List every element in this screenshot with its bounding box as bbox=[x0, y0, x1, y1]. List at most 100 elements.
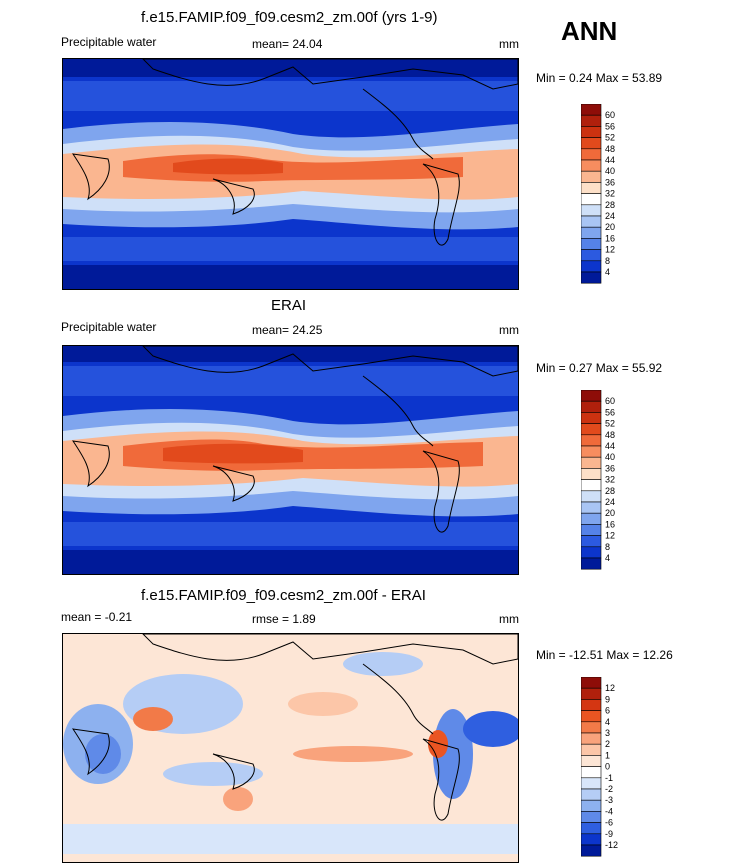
panel-2-colorbar: 60 56 52 48 44 40 36 32 28 24 20 16 12 8 4 bbox=[580, 389, 631, 575]
colorbar-box bbox=[580, 833, 602, 846]
colorbar-box bbox=[580, 699, 602, 711]
panel-3-map bbox=[62, 633, 519, 863]
colorbar-box bbox=[580, 434, 602, 447]
colorbar-box bbox=[580, 182, 602, 194]
colorbar-box bbox=[580, 226, 602, 239]
panel-2-mean: mean= 24.25 bbox=[252, 323, 323, 337]
season-label: ANN bbox=[561, 16, 618, 46]
colorbar-box bbox=[580, 456, 602, 469]
colorbar-tick-label: 56 bbox=[605, 407, 615, 417]
panel-2-minmax: Min = 0.27 Max = 55.92 bbox=[536, 361, 663, 375]
colorbar-box bbox=[580, 777, 602, 790]
colorbar-box bbox=[580, 676, 602, 689]
panel-3-minmax: Min = -12.51 Max = 12.26 bbox=[536, 648, 673, 662]
colorbar-box bbox=[580, 103, 602, 116]
colorbar-box bbox=[580, 137, 602, 150]
colorbar-tick-label: 36 bbox=[605, 463, 615, 473]
colorbar-tick-label: 28 bbox=[605, 200, 615, 210]
colorbar-tick-label: 60 bbox=[605, 396, 615, 406]
colorbar-box bbox=[580, 114, 602, 127]
colorbar-tick-label: 0 bbox=[605, 762, 610, 772]
colorbar-box bbox=[580, 148, 602, 161]
colorbar-tick-label: 48 bbox=[605, 430, 615, 440]
colorbar-tick-label: 32 bbox=[605, 189, 615, 199]
panel-2-units: mm bbox=[499, 323, 519, 337]
colorbar-box bbox=[580, 170, 602, 183]
colorbar-box bbox=[580, 535, 602, 548]
panel-2-variable-label: Precipitable water bbox=[61, 320, 157, 334]
panel-3-units: mm bbox=[499, 612, 519, 626]
colorbar-tick-label: 44 bbox=[605, 155, 615, 165]
colorbar-tick-label: 36 bbox=[605, 177, 615, 187]
colorbar-box bbox=[580, 710, 602, 723]
colorbar-tick-label: -1 bbox=[605, 773, 613, 783]
colorbar-box bbox=[580, 732, 602, 745]
panel-3-mean: mean = -0.21 bbox=[61, 610, 133, 624]
colorbar-tick-label: 56 bbox=[605, 121, 615, 131]
colorbar-box bbox=[580, 204, 602, 217]
colorbar-tick-label: -9 bbox=[605, 829, 613, 839]
colorbar-tick-label: 40 bbox=[605, 166, 615, 176]
colorbar-tick-label: 2 bbox=[605, 739, 610, 749]
colorbar-box bbox=[580, 412, 602, 424]
panel-3-colorbar: 12 9 6 4 3 2 1 0 -1 -2 -3 -4 -6 -9 -12 bbox=[580, 676, 631, 862]
colorbar-tick-label: 8 bbox=[605, 542, 610, 552]
colorbar-box bbox=[580, 215, 602, 228]
colorbar-tick-label: 3 bbox=[605, 728, 610, 738]
colorbar-box bbox=[580, 445, 602, 458]
colorbar-tick-label: 60 bbox=[605, 110, 615, 120]
colorbar-tick-label: 40 bbox=[605, 452, 615, 462]
panel-3-contour-field bbox=[63, 634, 518, 862]
panel-1-mean: mean= 24.04 bbox=[252, 37, 323, 51]
colorbar-tick-label: 16 bbox=[605, 519, 615, 529]
colorbar-tick-label: 9 bbox=[605, 694, 610, 704]
panel-2-map bbox=[62, 345, 519, 575]
colorbar-box bbox=[580, 766, 602, 779]
colorbar-tick-label: 20 bbox=[605, 222, 615, 232]
colorbar-tick-label: 4 bbox=[605, 267, 610, 277]
colorbar-tick-label: -12 bbox=[605, 840, 618, 850]
colorbar-box bbox=[580, 260, 602, 273]
colorbar-tick-label: 24 bbox=[605, 211, 615, 221]
colorbar-box bbox=[580, 479, 602, 492]
panel-1-minmax: Min = 0.24 Max = 53.89 bbox=[536, 71, 663, 85]
panel-3-title: f.e15.FAMIP.f09_f09.cesm2_zm.00f - ERAI bbox=[141, 587, 426, 604]
colorbar-box bbox=[580, 271, 602, 284]
colorbar-tick-label: 8 bbox=[605, 256, 610, 266]
panel-1-colorbar: 60 56 52 48 44 40 36 32 28 24 20 16 12 8 4 bbox=[580, 103, 631, 289]
colorbar-tick-label: 6 bbox=[605, 706, 610, 716]
colorbar-tick-label: 12 bbox=[605, 531, 615, 541]
colorbar-box bbox=[580, 546, 602, 559]
colorbar-tick-label: 52 bbox=[605, 419, 615, 429]
colorbar-tick-label: 1 bbox=[605, 750, 610, 760]
colorbar-tick-label: 4 bbox=[605, 717, 610, 727]
colorbar-box bbox=[580, 389, 602, 402]
colorbar-box bbox=[580, 249, 602, 262]
colorbar-box bbox=[580, 512, 602, 525]
colorbar-box bbox=[580, 557, 602, 570]
panel-2-contour-field bbox=[63, 346, 518, 574]
panel-1-contour-field bbox=[63, 59, 518, 289]
colorbar-tick-label: -6 bbox=[605, 818, 613, 828]
colorbar-tick-label: 28 bbox=[605, 486, 615, 496]
colorbar-tick-label: 12 bbox=[605, 683, 615, 693]
colorbar-box bbox=[580, 126, 602, 138]
colorbar-box bbox=[580, 238, 602, 250]
panel-3-rmse: rmse = 1.89 bbox=[252, 612, 316, 626]
colorbar-tick-label: 4 bbox=[605, 553, 610, 563]
colorbar-box bbox=[580, 468, 602, 480]
panel-2-title: ERAI bbox=[271, 297, 307, 314]
colorbar-tick-label: 20 bbox=[605, 508, 615, 518]
colorbar-box bbox=[580, 501, 602, 514]
colorbar-box bbox=[580, 799, 602, 812]
colorbar-box bbox=[580, 524, 602, 536]
colorbar-box bbox=[580, 423, 602, 436]
panel-1-units: mm bbox=[499, 37, 519, 51]
colorbar-box bbox=[580, 755, 602, 767]
colorbar-box bbox=[580, 788, 602, 801]
colorbar-tick-label: -2 bbox=[605, 784, 613, 794]
colorbar-box bbox=[580, 844, 602, 857]
